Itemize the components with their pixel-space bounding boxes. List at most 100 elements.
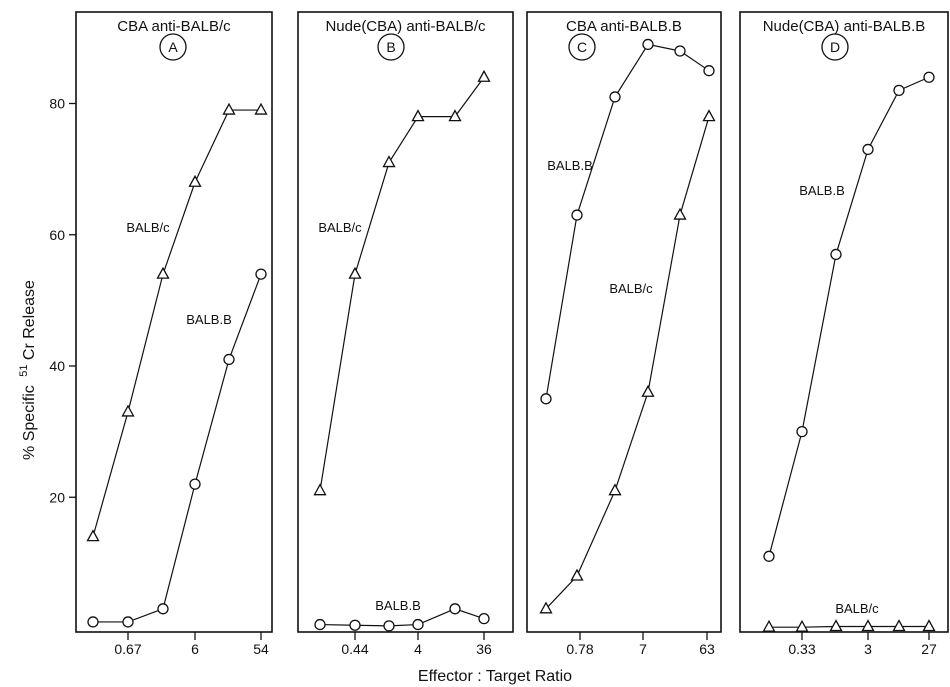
data-point-triangle [570, 568, 584, 581]
data-point-circle [540, 393, 552, 405]
data-point-triangle [254, 102, 268, 115]
data-point-triangle [86, 529, 100, 542]
x-tick-label: 4 [414, 641, 422, 657]
series-balb-c: BALB/c [86, 102, 268, 542]
x-tick-label: 63 [699, 641, 715, 657]
series-line [92, 109, 261, 537]
data-point-circle [830, 248, 842, 261]
data-point-triangle [861, 619, 875, 632]
data-point-circle [609, 91, 621, 103]
y-tick-label: 20 [49, 489, 65, 505]
data-point-circle [189, 478, 201, 490]
panel-badge [568, 33, 596, 61]
data-point-triangle [313, 483, 327, 496]
data-point-triangle [411, 109, 425, 122]
data-point-triangle [608, 483, 622, 496]
panel-frame [739, 11, 949, 633]
y-axis-label-main: % Specific [21, 385, 38, 460]
data-point-triangle [673, 207, 687, 220]
data-point-circle [255, 268, 267, 280]
y-tick-label: 60 [49, 227, 65, 243]
data-point-triangle [156, 266, 170, 279]
data-point-triangle [448, 109, 462, 122]
data-point-triangle [762, 619, 776, 632]
panel-title: Nude(CBA) anti-BALB.B [763, 18, 926, 35]
data-point-circle [157, 603, 169, 615]
series-balb-c: BALB/c [313, 69, 491, 496]
panel-title: CBA anti-BALB.B [566, 18, 682, 35]
data-point-circle [314, 618, 326, 631]
data-point-circle [763, 550, 775, 562]
data-point-triangle [121, 404, 135, 417]
data-point-circle [571, 209, 583, 221]
data-point-triangle [188, 174, 202, 187]
data-point-circle [796, 425, 808, 438]
series-line [319, 76, 485, 491]
panel-badge [377, 33, 405, 61]
panel-a: CBA anti-BALB/c A 0.67 6 54 20 40 60 80 BALB/c BAL… [49, 11, 273, 657]
panel-frame [297, 11, 514, 633]
series-label: BALB.B [547, 158, 593, 173]
data-point-triangle [829, 619, 843, 632]
series-balb-b: BALB.B [87, 268, 267, 628]
data-point-triangle [702, 109, 716, 122]
series-line [768, 76, 930, 557]
data-point-triangle [348, 266, 362, 279]
panel-letter: B [386, 39, 395, 55]
panel-d: Nude(CBA) anti-BALB.B D 0.33 3 27 BALB.B BALB/… [739, 11, 949, 657]
panel-title: CBA anti-BALB/c [117, 18, 231, 35]
data-point-circle [478, 613, 490, 625]
series-line [769, 625, 929, 628]
panel-title: Nude(CBA) anti-BALB/c [325, 18, 486, 35]
x-tick-label: 36 [476, 641, 492, 657]
y-tick-label: 80 [49, 96, 65, 112]
y-axis-label-tail: Cr Release [21, 280, 38, 360]
series-line [545, 43, 710, 399]
data-point-triangle [922, 619, 936, 632]
series-balb-b: BALB.B [540, 38, 715, 405]
data-point-triangle [477, 69, 491, 82]
series-label: BALB.B [375, 598, 421, 613]
y-tick-label: 40 [49, 358, 65, 374]
series-balb-c: BALB/c [539, 109, 716, 614]
data-point-circle [383, 620, 395, 632]
data-point-triangle [795, 619, 809, 632]
series-label: BALB/c [318, 220, 362, 235]
panel-frame [526, 11, 722, 633]
panels: CBA anti-BALB/c A 0.67 6 54 20 40 60 80 BALB/c BAL… [49, 11, 949, 657]
panel-frame [75, 11, 273, 633]
series-line [545, 116, 710, 610]
x-tick-label: 7 [639, 641, 647, 657]
y-axis-label: % Specific 51 Cr Release [14, 280, 38, 460]
panel-badge [159, 33, 187, 61]
data-point-triangle [892, 619, 906, 632]
data-point-triangle [539, 601, 553, 614]
data-point-circle [642, 38, 654, 51]
data-point-triangle [641, 384, 655, 397]
data-point-circle [122, 616, 134, 628]
data-point-circle [412, 618, 424, 631]
data-point-circle [893, 84, 905, 97]
panel-b: Nude(CBA) anti-BALB/c B 0.44 4 36 BALB/c BALB.… [297, 11, 514, 657]
x-tick-label: 0.78 [566, 641, 593, 657]
series-label: BALB.B [186, 312, 232, 327]
series-balb-c: BALB/c [762, 601, 936, 632]
panel-letter: D [830, 39, 840, 55]
series-balb-b: BALB.B [763, 71, 935, 562]
x-tick-label: 3 [864, 641, 872, 657]
x-tick-label: 27 [921, 641, 937, 657]
panel-letter: C [577, 39, 587, 55]
series-label: BALB/c [835, 601, 879, 616]
x-tick-label: 0.44 [341, 641, 368, 657]
panel-badge [821, 33, 849, 61]
data-point-circle [87, 616, 99, 628]
x-tick-label: 54 [253, 641, 269, 657]
data-point-circle [349, 619, 361, 631]
data-point-circle [862, 143, 874, 156]
data-point-circle [703, 65, 715, 77]
data-point-circle [923, 71, 935, 83]
data-point-triangle [222, 102, 236, 115]
data-point-triangle [382, 155, 396, 168]
x-tick-label: 6 [191, 641, 199, 657]
